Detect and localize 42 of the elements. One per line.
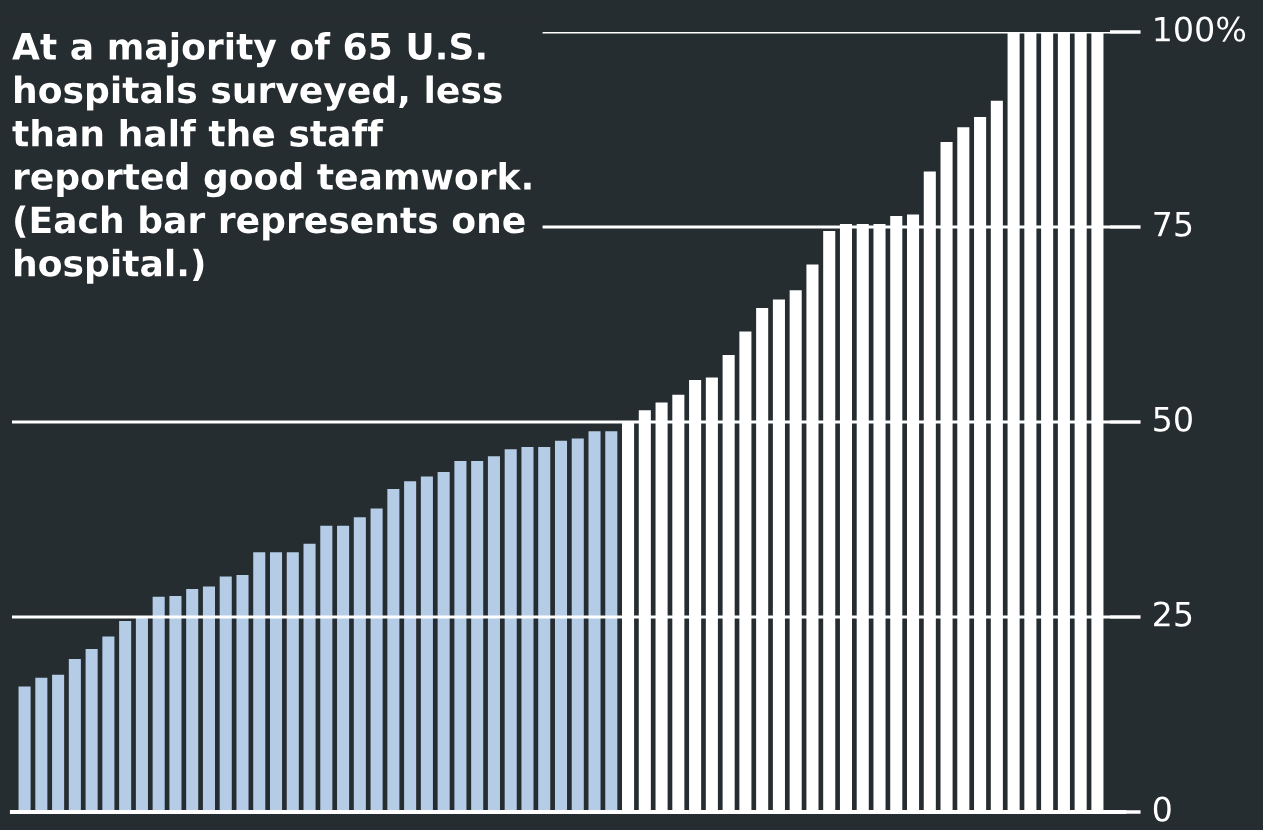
bar bbox=[320, 525, 333, 812]
bar bbox=[454, 461, 467, 812]
text: At a majority of 65 U.S. hospitals surveyed, less than half the staff reported good teamwork. (Each bar represents one hospital.) bbox=[12, 32, 531, 284]
bar bbox=[521, 446, 534, 812]
bar bbox=[605, 431, 618, 812]
bar bbox=[219, 576, 232, 812]
bar bbox=[52, 674, 65, 812]
bar bbox=[353, 517, 366, 812]
bar bbox=[35, 677, 48, 812]
bar bbox=[504, 449, 517, 812]
bar bbox=[102, 636, 115, 812]
bar bbox=[68, 659, 81, 812]
bar bbox=[303, 543, 316, 812]
bar bbox=[269, 552, 283, 812]
bar bbox=[202, 586, 215, 812]
bar bbox=[471, 461, 484, 812]
bar bbox=[337, 525, 350, 812]
bar bbox=[571, 438, 584, 812]
bar bbox=[404, 481, 417, 812]
bar bbox=[588, 431, 601, 812]
bar bbox=[85, 648, 98, 812]
y-tick-label: 25 bbox=[1154, 601, 1192, 627]
bar bbox=[487, 456, 500, 812]
bar bbox=[186, 588, 199, 812]
bar bbox=[236, 574, 249, 812]
bar bbox=[387, 489, 400, 812]
y-tick-label: 75 bbox=[1154, 211, 1192, 237]
bar bbox=[420, 476, 433, 812]
bar bbox=[119, 620, 132, 812]
bar bbox=[152, 596, 165, 812]
bar bbox=[286, 552, 299, 812]
bar bbox=[538, 446, 551, 812]
bar bbox=[370, 508, 383, 812]
bar bbox=[554, 440, 568, 812]
bar bbox=[135, 617, 148, 812]
bar bbox=[253, 552, 266, 812]
bar bbox=[18, 686, 31, 812]
bar bbox=[169, 595, 182, 812]
y-tick-label: 100% bbox=[1155, 16, 1246, 42]
y-tick-label: 0 bbox=[1153, 796, 1171, 822]
y-tick-label: 50 bbox=[1154, 406, 1192, 432]
bar bbox=[437, 471, 450, 812]
